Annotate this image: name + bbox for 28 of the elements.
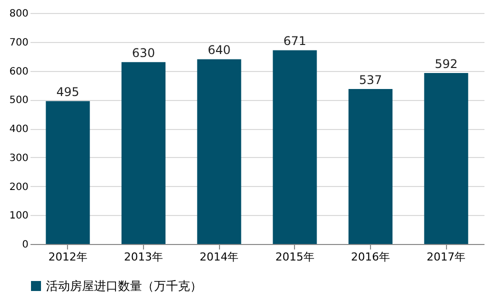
y-tick-label: 500 [9, 95, 28, 106]
x-tick-label: 2016年 [351, 250, 390, 264]
data-label: 495 [56, 85, 80, 100]
y-tick-label: 600 [9, 66, 28, 78]
legend-label: 活动房屋进口数量（万千克） [46, 279, 202, 293]
y-tick-label: 0 [22, 240, 28, 250]
data-label: 537 [359, 72, 382, 87]
bar [46, 101, 90, 244]
x-tick-label: 2014年 [200, 250, 239, 264]
data-label: 630 [132, 46, 155, 60]
bar [122, 62, 166, 244]
x-tick-label: 2013年 [124, 250, 163, 264]
y-tick-label: 300 [9, 152, 28, 164]
y-tick-label: 100 [9, 210, 28, 222]
x-tick-label: 2017年 [426, 250, 466, 264]
bar [197, 59, 242, 244]
data-label: 671 [283, 34, 306, 48]
y-tick-label: 700 [9, 37, 28, 48]
bar [424, 73, 468, 244]
data-label: 592 [434, 57, 458, 72]
y-tick-label: 400 [9, 124, 28, 135]
x-tick-label: 2012年 [48, 250, 88, 264]
y-tick-label: 200 [9, 182, 28, 193]
data-label: 640 [208, 43, 231, 58]
y-tick-label: 800 [9, 8, 28, 20]
bar [272, 50, 317, 244]
x-tick-label: 2015年 [275, 250, 314, 264]
bar [348, 88, 392, 244]
